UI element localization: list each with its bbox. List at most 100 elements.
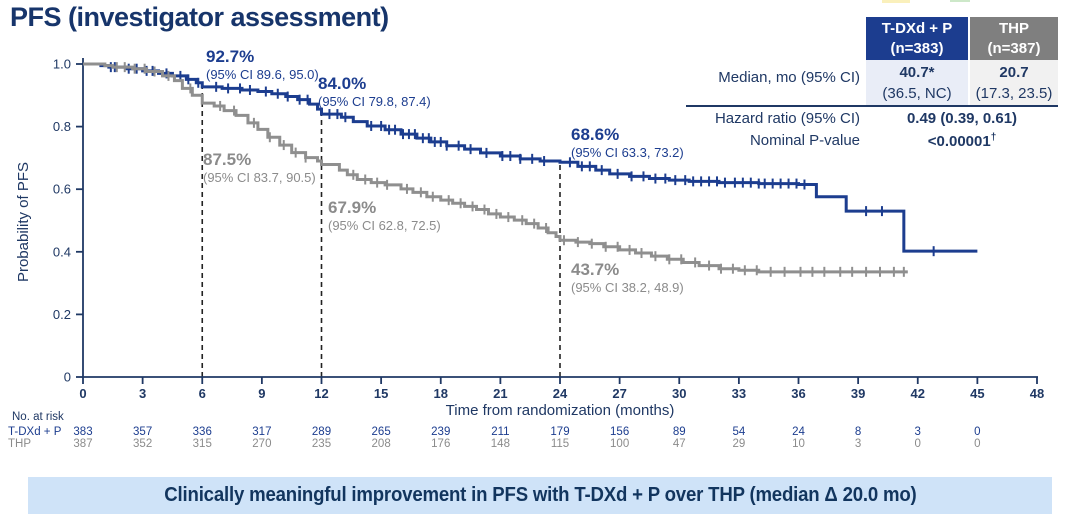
median-value-thp: 20.7 (17.3, 23.5): [970, 60, 1058, 106]
x-axis-label: Time from randomization (months): [445, 402, 675, 419]
annotation-pct: 84.0%: [318, 74, 367, 93]
header-arm-n: (n=383): [890, 40, 944, 57]
table-divider-line: [686, 105, 1058, 107]
risk-count: 0: [914, 438, 921, 450]
annotation-pct: 67.9%: [328, 198, 377, 217]
y-tick-label: 0: [64, 370, 71, 385]
conclusion-banner-text: Clinically meaningful improvement in PFS…: [163, 484, 917, 506]
x-tick-label: 36: [791, 386, 805, 401]
x-tick-label: 42: [911, 386, 925, 401]
x-tick-label: 39: [851, 386, 865, 401]
annotation-thp-12mo: 67.9% (95% CI 62.8, 72.5): [328, 199, 441, 234]
risk-count: 148: [490, 438, 510, 450]
x-tick-label: 18: [434, 386, 448, 401]
risk-count: 0: [974, 426, 981, 438]
risk-count: 115: [550, 438, 570, 450]
median-value: 40.7*: [899, 64, 935, 81]
annotation-ci: (95% CI 62.8, 72.5): [328, 218, 441, 233]
risk-count: 208: [371, 438, 391, 450]
risk-count: 0: [974, 438, 981, 450]
km-plot: 00.20.40.60.81.00 3 6 9 12 15 18 21 24 27 30 33 36 39…: [53, 57, 1044, 402]
hazard-ratio-label: Hazard ratio (95% CI): [714, 110, 860, 127]
risk-count: 357: [133, 426, 153, 438]
x-tick-label: 9: [258, 386, 265, 401]
risk-count: 317: [252, 426, 272, 438]
y-tick-label: 0.6: [53, 182, 71, 197]
risk-count: 100: [610, 438, 630, 450]
km-curve-t-dxd-p: [83, 62, 978, 253]
median-value-tdxd: 40.7* (36.5, NC): [866, 60, 968, 106]
x-tick-label: 48: [1030, 386, 1044, 401]
median-row-label: Median, mo (95% CI): [718, 69, 860, 86]
annotation-ci: (95% CI 38.2, 48.9): [571, 280, 684, 295]
risk-count: 8: [854, 426, 862, 438]
annotation-pct: 43.7%: [571, 260, 620, 279]
y-tick-label: 1.0: [53, 57, 71, 72]
annotation-pct: 92.7%: [206, 47, 255, 66]
table-header-thp: THP (n=387): [970, 17, 1058, 60]
annotation-thp-24mo: 43.7% (95% CI 38.2, 48.9): [571, 261, 684, 296]
y-axis-label: Probability of PFS: [15, 161, 32, 283]
cropped-highlight-yellow: [882, 0, 910, 3]
annotation-tdxd-6mo: 92.7% (95% CI 89.6, 95.0): [206, 48, 319, 83]
risk-count: 315: [192, 438, 212, 450]
x-tick-label: 27: [612, 386, 626, 401]
x-tick-label: 0: [79, 386, 86, 401]
x-tick-label: 45: [970, 386, 984, 401]
risk-count: 289: [311, 426, 332, 438]
risk-count: 10: [792, 438, 805, 450]
header-arm-n: (n=387): [987, 40, 1041, 57]
risk-count: 383: [73, 426, 93, 438]
risk-row-thp: 387 352 315 270 235 208 176 148 115 100 47 29 10 3 0 0: [0, 438, 1080, 451]
annotation-pct: 87.5%: [203, 150, 252, 169]
risk-count: 211: [491, 426, 510, 438]
risk-count: 235: [311, 438, 332, 450]
y-tick-label: 0.2: [53, 307, 71, 322]
median-value: 20.7: [999, 64, 1029, 81]
risk-row-label-thp: THP: [8, 438, 31, 450]
p-value-label: Nominal P-value: [749, 132, 860, 149]
risk-count: 352: [133, 438, 153, 450]
x-tick-label: 21: [493, 386, 507, 401]
risk-count: 54: [732, 426, 746, 438]
annotation-ci: (95% CI 83.7, 90.5): [203, 170, 316, 185]
y-tick-label: 0.4: [53, 244, 71, 259]
annotation-tdxd-24mo: 68.6% (95% CI 63.3, 73.2): [571, 126, 684, 161]
risk-count: 89: [672, 426, 686, 438]
risk-count: 3: [854, 438, 862, 450]
annotation-ci: (95% CI 79.8, 87.4): [318, 94, 431, 109]
table-header-tdxd: T-DXd + P (n=383): [866, 17, 968, 60]
p-value-dagger: †: [990, 132, 997, 143]
risk-count: 387: [73, 438, 93, 450]
x-tick-label: 12: [314, 386, 328, 401]
risk-count: 29: [732, 438, 746, 450]
annotation-ci: (95% CI 89.6, 95.0): [206, 67, 319, 82]
header-arm-name: THP: [999, 20, 1029, 37]
x-tick-label: 15: [374, 386, 388, 401]
risk-count: 270: [252, 438, 272, 450]
risk-count: 265: [371, 426, 391, 438]
risk-count: 3: [914, 426, 921, 438]
hazard-ratio-value: 0.49 (0.39, 0.61): [906, 110, 1018, 127]
median-ci: (17.3, 23.5): [975, 85, 1053, 102]
annotation-ci: (95% CI 63.3, 73.2): [571, 145, 684, 160]
x-tick-label: 6: [199, 386, 206, 401]
risk-count: 336: [192, 426, 212, 438]
risk-count: 24: [792, 426, 805, 438]
x-tick-label: 3: [139, 386, 146, 401]
y-tick-label: 0.8: [53, 119, 71, 134]
risk-count: 179: [550, 426, 570, 438]
annotation-tdxd-12mo: 84.0% (95% CI 79.8, 87.4): [318, 75, 431, 110]
header-arm-name: T-DXd + P: [881, 20, 953, 37]
median-ci: (36.5, NC): [882, 85, 952, 102]
no-at-risk-title: No. at risk: [12, 411, 64, 423]
risk-row-tdxd: 383 357 336 317 289 265 239 211 179 156 89 54 24 8 3 0: [0, 426, 1080, 439]
annotation-pct: 68.6%: [571, 125, 620, 144]
cropped-highlight-green: [950, 0, 970, 2]
page-title: PFS (investigator assessment): [10, 2, 389, 32]
risk-count: 156: [610, 426, 630, 438]
risk-row-label-tdxd: T-DXd + P: [8, 426, 62, 438]
risk-count: 176: [431, 438, 451, 450]
x-tick-label: 33: [732, 386, 746, 401]
p-value: <0.00001†: [866, 132, 1058, 150]
